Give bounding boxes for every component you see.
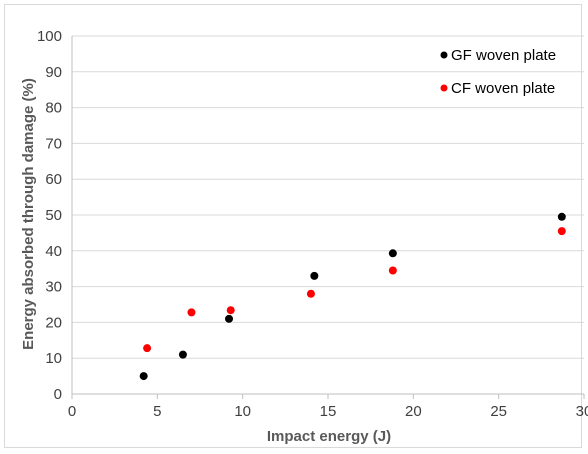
y-tick-label: 10 [45,350,62,367]
x-tick-label: 25 [490,403,507,420]
chart-frame [4,4,582,448]
data-point-cf [187,308,196,317]
y-axis-title: Energy absorbed through damage (%) [20,78,37,350]
x-tick-label: 5 [153,403,161,420]
x-tick-label: 20 [405,403,422,420]
y-tick-label: 100 [37,28,62,45]
data-points [139,212,566,381]
data-point-gf [225,314,234,323]
data-point-cf [557,227,566,236]
legend: GF woven plate CF woven plate [440,47,556,97]
data-point-cf [143,344,152,353]
y-tick-label: 20 [45,314,62,331]
data-point-cf [306,289,315,298]
y-tick-label: 50 [45,207,62,224]
y-tick-label: 0 [54,386,62,403]
tick-labels: 0 10 20 30 40 50 60 70 80 90 100 0 5 10 15 20 25 30 [37,28,588,420]
data-point-gf [388,249,397,258]
x-axis-title: Impact energy (J) [267,428,391,445]
x-tick-label: 30 [576,403,588,420]
x-tick-label: 15 [320,403,337,420]
data-point-gf [557,212,566,221]
legend-label-gf: GF woven plate [451,47,556,64]
data-point-gf [178,350,187,359]
x-tick-label: 10 [234,403,251,420]
legend-marker-gf [440,51,448,59]
data-point-cf [226,306,235,315]
gridlines [72,35,584,359]
data-point-gf [139,372,148,381]
y-tick-label: 30 [45,279,62,296]
legend-marker-cf [440,84,448,92]
data-point-cf [388,266,397,275]
x-tick-label: 0 [68,403,76,420]
y-tick-label: 80 [45,100,62,117]
data-point-gf [310,271,319,280]
y-tick-label: 40 [45,243,62,260]
axes [71,36,585,399]
y-tick-label: 60 [45,171,62,188]
y-tick-label: 70 [45,135,62,152]
legend-label-cf: CF woven plate [451,80,555,97]
y-tick-label: 90 [45,64,62,81]
